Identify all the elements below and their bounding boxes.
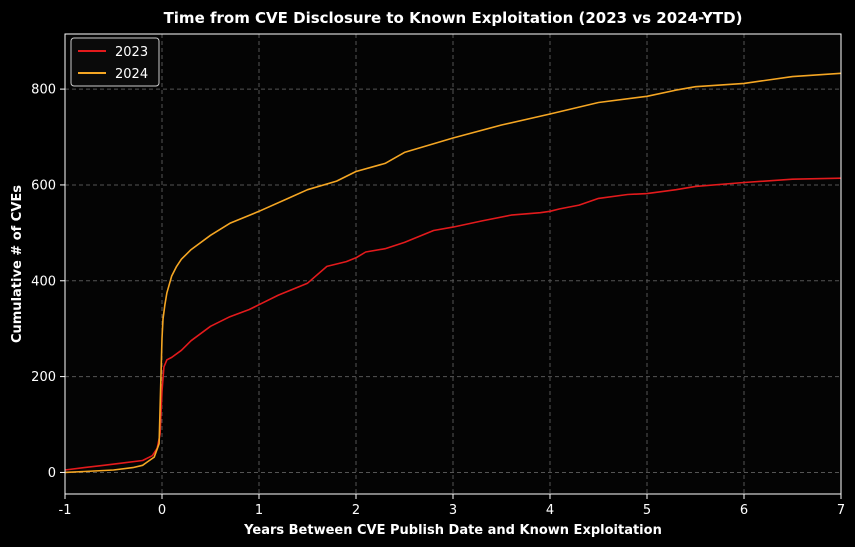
legend-label-2024: 2024 [115,67,148,82]
x-tick-label: 5 [643,503,651,518]
legend-label-2023: 2023 [115,45,148,60]
series-layer [64,72,842,474]
series-line-2024 [64,72,842,474]
grid [64,34,842,494]
x-tick-label: 6 [740,503,748,518]
y-tick-label: 200 [31,370,56,385]
y-tick-label: 600 [31,178,56,193]
x-tick-label: 7 [837,503,845,518]
x-tick-label: 1 [255,503,263,518]
x-tick-label: 2 [352,503,360,518]
x-tick-label: 4 [546,503,554,518]
y-tick-label: 400 [31,274,56,289]
x-tick-label: 0 [158,503,166,518]
chart-title: Time from CVE Disclosure to Known Exploi… [164,9,743,27]
x-tick-label: -1 [59,503,72,518]
ticks: -1 0 1 2 3 4 5 6 7 0 200 400 600 800 [31,83,845,518]
y-tick-label: 800 [31,83,56,98]
x-tick-label: 3 [449,503,457,518]
plot-area [65,34,841,494]
x-axis-title: Years Between CVE Publish Date and Known… [243,523,662,538]
y-axis-title: Cumulative # of CVEs [10,185,25,343]
y-tick-label: 0 [48,466,56,481]
legend: 2023 2024 [70,37,160,87]
